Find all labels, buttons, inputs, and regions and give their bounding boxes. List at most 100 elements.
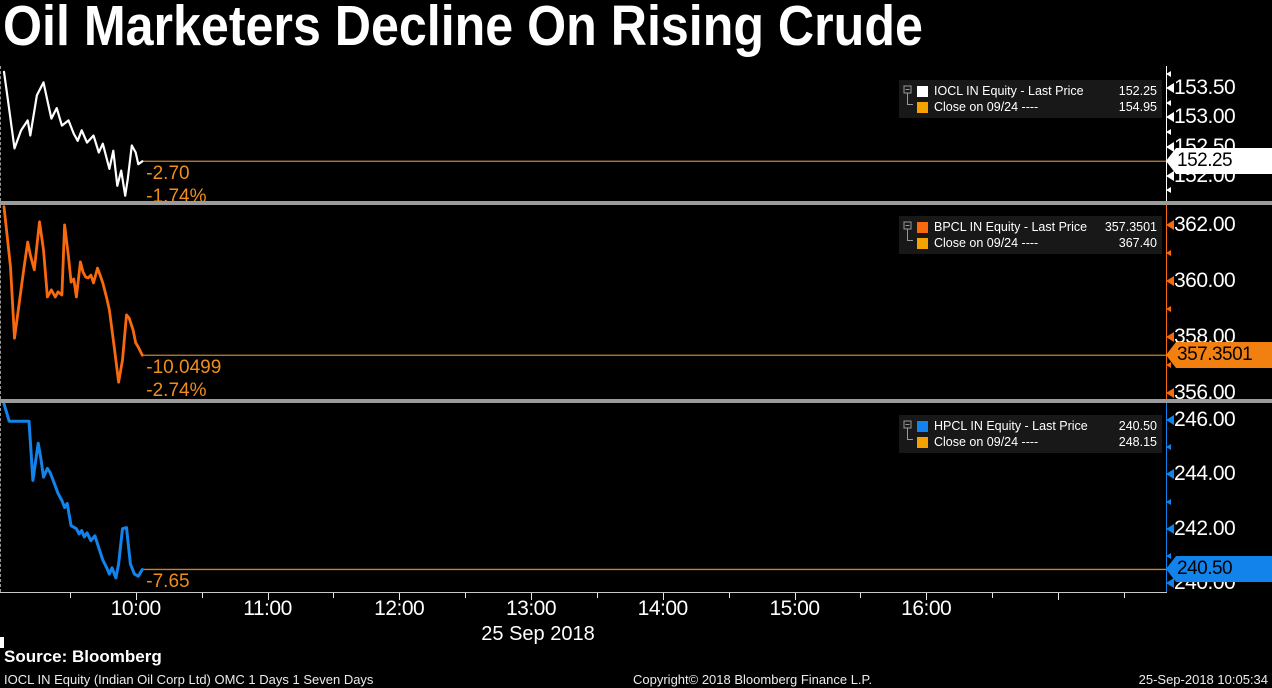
x-axis-label: 13:00 bbox=[505, 597, 557, 620]
price-line bbox=[2, 205, 144, 384]
y-axis-label: 242.00 bbox=[1174, 516, 1236, 540]
x-axis-tick bbox=[267, 593, 269, 600]
y-axis-label: 358.00 bbox=[1174, 325, 1236, 349]
x-axis-tick bbox=[399, 593, 401, 600]
y-axis-tick bbox=[1166, 415, 1174, 426]
change-annotation: -7.65 bbox=[146, 571, 190, 593]
price-panel-iocl[interactable] bbox=[0, 66, 1166, 201]
x-axis-tick-minor bbox=[201, 593, 203, 598]
x-axis-tick bbox=[135, 593, 137, 600]
footer-copyright: Copyright© 2018 Bloomberg Finance L.P. bbox=[633, 672, 873, 687]
legend-row[interactable]: BPCL IN Equity - Last Price 357.3501 bbox=[917, 219, 1157, 235]
last-price-badge: 357.3501 bbox=[1166, 342, 1272, 369]
x-axis-label: 15:00 bbox=[769, 597, 820, 620]
y-axis-tick-minor bbox=[1166, 306, 1171, 312]
y-axis-label: 356.00 bbox=[1174, 381, 1236, 405]
legend-value: 367.40 bbox=[1118, 236, 1157, 250]
x-axis-tick-minor bbox=[860, 593, 862, 598]
x-axis-date-label: 25 Sep 2018 bbox=[481, 623, 595, 645]
price-panel-bpcl[interactable] bbox=[0, 205, 1166, 399]
x-axis-label: 12:00 bbox=[374, 597, 425, 620]
y-axis-tick bbox=[1166, 219, 1174, 230]
x-axis-label: 14:00 bbox=[637, 597, 689, 620]
legend-iocl[interactable]: IOCL IN Equity - Last Price 152.25 Close o… bbox=[899, 80, 1162, 118]
badge-value: 357.3501 bbox=[1176, 342, 1272, 369]
y-axis-label: 246.00 bbox=[1174, 408, 1236, 432]
legend-tree-icon bbox=[903, 420, 913, 440]
legend-row[interactable]: Close on 09/24 ---- 367.40 bbox=[917, 235, 1157, 251]
legend-row[interactable]: HPCL IN Equity - Last Price 240.50 bbox=[917, 418, 1157, 434]
price-line bbox=[2, 402, 144, 580]
panel-separator bbox=[0, 201, 1272, 205]
legend-row[interactable]: Close on 09/24 ---- 154.95 bbox=[917, 99, 1157, 115]
legend-swatch-icon bbox=[917, 221, 928, 233]
legend-label: HPCL IN Equity - Last Price bbox=[934, 419, 1088, 433]
y-axis-tick bbox=[1166, 170, 1174, 181]
price-line-canvas-iocl[interactable] bbox=[0, 66, 1166, 201]
y-axis-tick bbox=[1166, 275, 1174, 286]
x-axis-label: 11:00 bbox=[243, 597, 292, 620]
legend-rows: BPCL IN Equity - Last Price 357.3501 Close… bbox=[917, 219, 1157, 251]
x-axis-tick bbox=[926, 593, 928, 600]
legend-label: Close on 09/24 ---- bbox=[934, 236, 1039, 250]
badge-arrow-icon bbox=[1166, 556, 1176, 583]
y-axis-tick-minor bbox=[1166, 444, 1171, 451]
y-axis-line bbox=[1166, 403, 1167, 592]
y-axis-line bbox=[1166, 205, 1167, 399]
y-axis-tick bbox=[1166, 332, 1174, 343]
y-axis-tick bbox=[1166, 83, 1174, 94]
price-line-canvas-bpcl[interactable] bbox=[0, 205, 1166, 399]
x-axis-tick bbox=[531, 593, 532, 600]
y-axis-label: 153.50 bbox=[1174, 76, 1236, 100]
last-price-badge: 240.50 bbox=[1166, 556, 1272, 583]
legend-label: Close on 09/24 ---- bbox=[934, 100, 1039, 114]
legend-value: 152.25 bbox=[1118, 84, 1157, 98]
y-axis-tick bbox=[1166, 523, 1174, 534]
legend-hpcl[interactable]: HPCL IN Equity - Last Price 240.50 Close o… bbox=[899, 415, 1162, 453]
y-axis-tick-minor bbox=[1166, 99, 1171, 106]
panel-separator bbox=[0, 399, 1272, 403]
legend-tree-icon bbox=[903, 221, 913, 241]
y-axis-label: 244.00 bbox=[1174, 462, 1236, 486]
price-panel-hpcl[interactable] bbox=[0, 402, 1166, 592]
y-axis-tick-minor bbox=[1166, 70, 1171, 77]
footer-timestamp: 25-Sep-2018 10:05:34 bbox=[1138, 672, 1268, 687]
x-axis-label: 16:00 bbox=[901, 597, 952, 620]
chart-title: Oil Marketers Decline On Rising Crude bbox=[3, 0, 923, 58]
legend-swatch-icon bbox=[917, 436, 928, 448]
footer-security-info: IOCL IN Equity (Indian Oil Corp Ltd) OMC… bbox=[4, 672, 374, 687]
x-axis-tick-minor bbox=[1123, 593, 1125, 598]
x-axis-tick bbox=[662, 593, 664, 600]
y-axis-tick bbox=[1166, 388, 1174, 399]
change-annotation: -10.0499 -2.74% bbox=[146, 357, 222, 402]
bottom-axis-area: 10:00 11:00 12:00 13:00 14:00 15:00 16:00 25 S… bbox=[0, 592, 1272, 688]
badge-value: 152.25 bbox=[1176, 148, 1272, 175]
y-axis-label: 362.00 bbox=[1174, 212, 1236, 236]
y-axis-label: 153.00 bbox=[1174, 105, 1236, 129]
legend-value: 154.95 bbox=[1118, 100, 1157, 114]
x-axis-line bbox=[0, 592, 1167, 593]
y-axis-tick bbox=[1166, 112, 1174, 123]
legend-row[interactable]: Close on 09/24 ---- 248.15 bbox=[917, 434, 1157, 450]
x-axis-tick-minor bbox=[728, 593, 730, 598]
price-line bbox=[2, 70, 144, 197]
legend-bpcl[interactable]: BPCL IN Equity - Last Price 357.3501 Close… bbox=[899, 216, 1162, 254]
x-axis-tick-minor bbox=[992, 593, 994, 598]
last-price-badge: 152.25 bbox=[1166, 148, 1272, 175]
legend-label: BPCL IN Equity - Last Price bbox=[934, 220, 1088, 234]
legend-rows: HPCL IN Equity - Last Price 240.50 Close o… bbox=[917, 418, 1157, 450]
legend-label: IOCL IN Equity - Last Price bbox=[934, 84, 1084, 98]
x-axis-tick bbox=[1058, 593, 1059, 600]
legend-value: 240.50 bbox=[1118, 419, 1157, 433]
y-axis-tick-minor bbox=[1166, 187, 1171, 194]
y-axis-label: 360.00 bbox=[1174, 268, 1236, 292]
y-axis-tick bbox=[1166, 141, 1174, 152]
left-edge-marker bbox=[0, 637, 4, 648]
legend-tree-icon bbox=[903, 85, 913, 105]
legend-value: 248.15 bbox=[1118, 435, 1157, 449]
y-axis-tick bbox=[1166, 578, 1174, 589]
price-line-canvas-hpcl[interactable] bbox=[0, 402, 1166, 592]
badge-arrow-icon bbox=[1166, 148, 1176, 175]
x-axis-label: 10:00 bbox=[110, 597, 162, 620]
legend-row[interactable]: IOCL IN Equity - Last Price 152.25 bbox=[917, 83, 1157, 99]
